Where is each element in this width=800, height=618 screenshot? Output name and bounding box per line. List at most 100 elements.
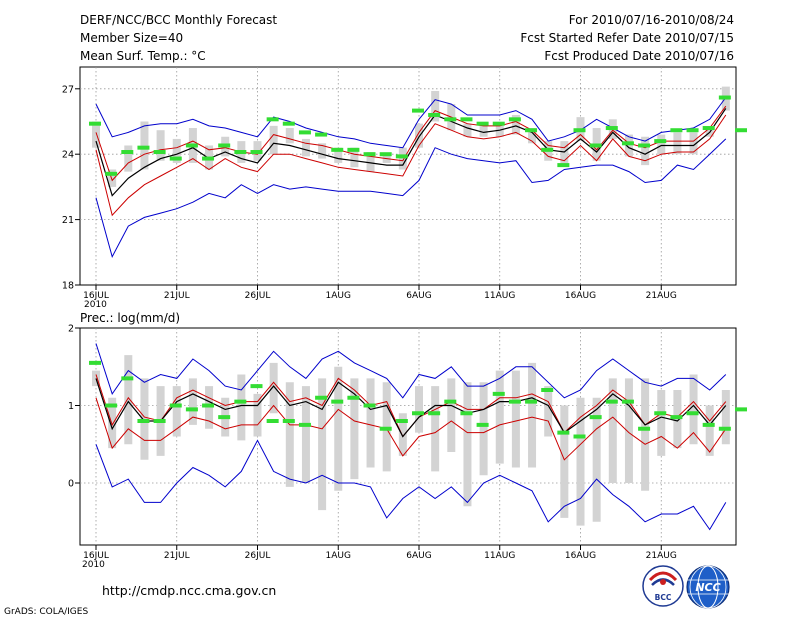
temperature-range-box bbox=[366, 152, 375, 172]
temperature-range-box bbox=[108, 169, 117, 187]
precipitation-range-box bbox=[431, 386, 440, 472]
temperature-climatology-mark bbox=[476, 121, 489, 126]
precipitation-x-tick-label: 26JUL bbox=[245, 551, 271, 561]
temperature-x-tick-label: 1AUG bbox=[326, 291, 351, 301]
temperature-range-box bbox=[334, 147, 343, 163]
temperature-range-box bbox=[350, 147, 359, 168]
precipitation-y-ticks: 0 1 2 bbox=[68, 324, 80, 490]
precipitation-climatology-mark bbox=[702, 422, 715, 427]
temperature-range-box bbox=[511, 114, 520, 135]
temperature-climatology-mark bbox=[492, 121, 505, 126]
precipitation-range-box bbox=[624, 378, 633, 483]
temperature-range-box bbox=[172, 138, 181, 163]
forecast-start-date-label: Fcst Started Refer Date 2010/07/15 bbox=[520, 31, 734, 45]
temperature-frame bbox=[79, 66, 737, 286]
precipitation-climatology-mark bbox=[218, 415, 231, 420]
bcc-logo-text: BCC bbox=[655, 593, 672, 602]
precipitation-climatology-mark bbox=[412, 411, 424, 416]
temperature-boxes bbox=[92, 86, 730, 187]
precipitation-range-box bbox=[108, 397, 117, 449]
precipitation-range-box bbox=[721, 390, 730, 445]
precipitation-climatology-mark bbox=[137, 419, 150, 423]
temperature-range-box bbox=[156, 130, 165, 161]
temperature-range-box bbox=[415, 123, 423, 148]
temperature-climatology-mark bbox=[137, 145, 150, 150]
temperature-x-tick-label: 6AUG bbox=[406, 291, 431, 301]
precipitation-climatology-mark bbox=[379, 426, 392, 431]
precipitation-range-box bbox=[528, 362, 537, 468]
precipitation-range-box bbox=[172, 386, 181, 437]
precipitation-climatology-mark bbox=[266, 419, 279, 423]
precipitation-climatology-mark bbox=[250, 384, 263, 389]
temperature-climatology-mark bbox=[573, 128, 586, 133]
precipitation-climatology bbox=[89, 360, 747, 439]
temperature-climatology-mark bbox=[525, 128, 538, 133]
temperature-y-tick-label: 24 bbox=[62, 150, 74, 161]
temperature-climatology-mark bbox=[605, 126, 618, 131]
forecast-period-label: For 2010/07/16-2010/08/24 bbox=[569, 13, 734, 27]
temperature-climatology-mark bbox=[331, 147, 344, 152]
precipitation-climatology-mark bbox=[444, 399, 457, 404]
temperature-x-ticks: 16JUL 21JUL 26JUL 1AUG 6AUG 11AUG 16AUG 21AUG bbox=[83, 285, 677, 301]
precipitation-x-tick-label: 6AUG bbox=[406, 551, 431, 561]
precipitation-range-box bbox=[576, 397, 585, 526]
precipitation-climatology-mark bbox=[525, 399, 538, 404]
precipitation-x-tick-label: 21JUL bbox=[164, 551, 190, 561]
precipitation-climatology-mark bbox=[105, 403, 118, 408]
temperature-range-box bbox=[463, 123, 472, 137]
precipitation-climatology-mark bbox=[202, 403, 215, 408]
precipitation-climatology-mark bbox=[347, 395, 360, 400]
precipitation-range-box bbox=[560, 405, 569, 518]
temperature-series-mean bbox=[95, 108, 727, 197]
temperature-range-box bbox=[269, 125, 278, 155]
precipitation-climatology-mark bbox=[541, 388, 554, 392]
precipitation-climatology-mark bbox=[428, 411, 441, 416]
precipitation-climatology-mark bbox=[654, 411, 667, 416]
precipitation-series-max bbox=[95, 343, 727, 399]
temperature-range-box bbox=[657, 134, 666, 155]
precipitation-range-box bbox=[495, 370, 504, 464]
temperature-climatology-mark bbox=[541, 147, 554, 152]
temperature-climatology-mark bbox=[105, 171, 118, 176]
precipitation-climatology-mark bbox=[670, 415, 683, 420]
precipitation-boxes bbox=[92, 355, 730, 526]
precipitation-x-tick-label: 16JUL bbox=[83, 551, 109, 561]
precipitation-x-ticks: 16JUL 21JUL 26JUL 1AUG 6AUG 11AUG 16AUG 21AUG bbox=[83, 545, 677, 561]
variable-label: Mean Surf. Temp.: °C bbox=[80, 49, 206, 63]
grads-credit: GrADS: COLA/IGES bbox=[4, 607, 88, 617]
temperature-climatology-mark bbox=[153, 150, 166, 155]
precipitation-climatology-mark bbox=[621, 399, 634, 404]
temperature-range-box bbox=[398, 147, 407, 170]
precipitation-climatology-mark bbox=[234, 399, 247, 404]
precipitation-range-box bbox=[301, 386, 310, 483]
precipitation-climatology-mark bbox=[460, 411, 473, 416]
precipitation-range-box bbox=[318, 378, 327, 511]
precipitation-frame bbox=[79, 327, 737, 546]
precip-title: Prec.: log(mm/d) bbox=[80, 311, 180, 325]
temperature-range-box bbox=[673, 132, 682, 155]
temperature-range-box bbox=[318, 143, 327, 159]
precipitation-climatology-mark bbox=[395, 419, 408, 423]
ncc-logo: NCC bbox=[686, 565, 730, 609]
precipitation-x-tick-label: 1AUG bbox=[326, 551, 351, 561]
precipitation-range-box bbox=[398, 413, 407, 456]
precipitation-range-box bbox=[479, 382, 488, 476]
temperature-climatology-mark bbox=[621, 141, 634, 146]
temperature-climatology-mark bbox=[282, 121, 295, 126]
temperature-panel: 18 21 24 27 16JUL 21JUL 26JUL 1AUG 6AUG 11AUG 16A… bbox=[62, 66, 747, 310]
precipitation-climatology-mark bbox=[121, 376, 134, 381]
temperature-range-box bbox=[689, 132, 698, 155]
precipitation-y-tick-label: 2 bbox=[68, 324, 74, 335]
precipitation-range-box bbox=[253, 393, 262, 437]
precipitation-climatology-mark bbox=[298, 422, 311, 427]
temperature-y-tick-label: 27 bbox=[62, 84, 74, 95]
precipitation-range-box bbox=[366, 378, 375, 468]
precipitation-range-box bbox=[350, 378, 359, 480]
precipitation-climatology-mark bbox=[573, 434, 586, 439]
temperature-climatology-mark bbox=[266, 117, 279, 122]
precipitation-climatology-mark bbox=[476, 422, 489, 427]
precipitation-x-tick-label: 21AUG bbox=[646, 551, 677, 561]
precipitation-climatology-mark bbox=[638, 426, 651, 431]
temperature-climatology-mark bbox=[121, 150, 134, 155]
